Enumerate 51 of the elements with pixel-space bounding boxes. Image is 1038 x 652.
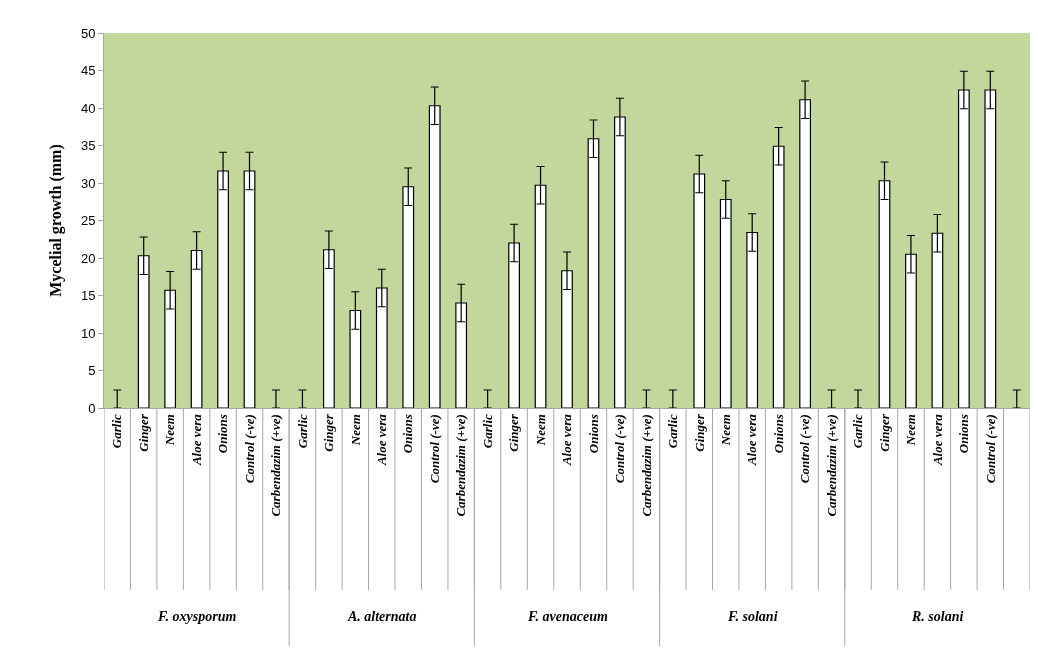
y-tick-label: 0 [88, 400, 96, 416]
x-tick-label: Garlic [479, 413, 495, 449]
x-tick-label: Carbendazim (+ve) [638, 414, 654, 517]
x-tick-label: Garlic [850, 413, 866, 449]
x-tick-label: Ginger [321, 413, 337, 452]
x-tick-label: Control (-ve) [426, 414, 442, 484]
x-tick-label: Carbendazim (+ve) [453, 414, 469, 517]
x-tick-label: Ginger [135, 413, 151, 452]
x-tick-label: Aloe vera [929, 413, 945, 467]
y-tick-label: 45 [80, 63, 96, 79]
x-tick-label: Ginger [506, 413, 522, 452]
text: F. oxysporum [157, 609, 237, 624]
y-tick-label: 10 [80, 325, 96, 341]
y-tick-label: 30 [80, 175, 96, 191]
text: F. solani [727, 609, 778, 624]
y-tick-label: 50 [80, 25, 96, 41]
x-tick-label: Control (-ve) [241, 414, 257, 484]
text: R. solani [911, 609, 964, 624]
x-tick-label: Neem [532, 414, 548, 447]
y-tick-label: 25 [80, 213, 96, 229]
x-tick-label: Neem [903, 414, 919, 447]
x-tick-label: Onions [215, 414, 231, 454]
text: F. avenaceum [527, 609, 608, 624]
x-tick-label: Aloe vera [559, 413, 575, 467]
x-tick-label: Aloe vera [744, 413, 760, 467]
y-tick-label: 15 [80, 288, 96, 304]
x-tick-label: Onions [400, 414, 416, 454]
x-tick-label: Onions [585, 414, 601, 454]
x-tick-label: Ginger [691, 413, 707, 452]
text: A. alternata [347, 609, 417, 624]
y-tick-label: 20 [80, 250, 96, 266]
y-axis-title: Mycelial growth (mm) [46, 144, 65, 297]
x-tick-label: Garlic [109, 413, 125, 449]
x-tick-label: Garlic [665, 413, 681, 449]
x-tick-label: Onions [770, 414, 786, 454]
x-tick-label: Neem [347, 414, 363, 447]
x-tick-label: Aloe vera [374, 413, 390, 467]
x-tick-label: Ginger [876, 413, 892, 452]
x-tick-label: Garlic [294, 413, 310, 449]
x-tick-label: Neem [717, 414, 733, 447]
x-tick-label: Onions [956, 414, 972, 454]
x-tick-label: Neem [162, 414, 178, 447]
x-tick-label: Control (-ve) [982, 414, 998, 484]
y-tick-label: 35 [80, 138, 96, 154]
x-tick-label: Carbendazim (+ve) [823, 414, 839, 517]
x-tick-label: Aloe vera [188, 413, 204, 467]
x-tick-label: Control (-ve) [797, 414, 813, 484]
y-tick-label: 5 [88, 363, 96, 379]
x-tick-label: Control (-ve) [612, 414, 628, 484]
y-tick-label: 40 [80, 100, 96, 116]
x-tick-label: Carbendazim (+ve) [268, 414, 284, 517]
